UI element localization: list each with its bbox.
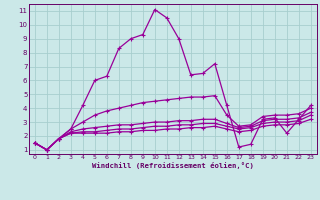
X-axis label: Windchill (Refroidissement éolien,°C): Windchill (Refroidissement éolien,°C): [92, 162, 254, 169]
